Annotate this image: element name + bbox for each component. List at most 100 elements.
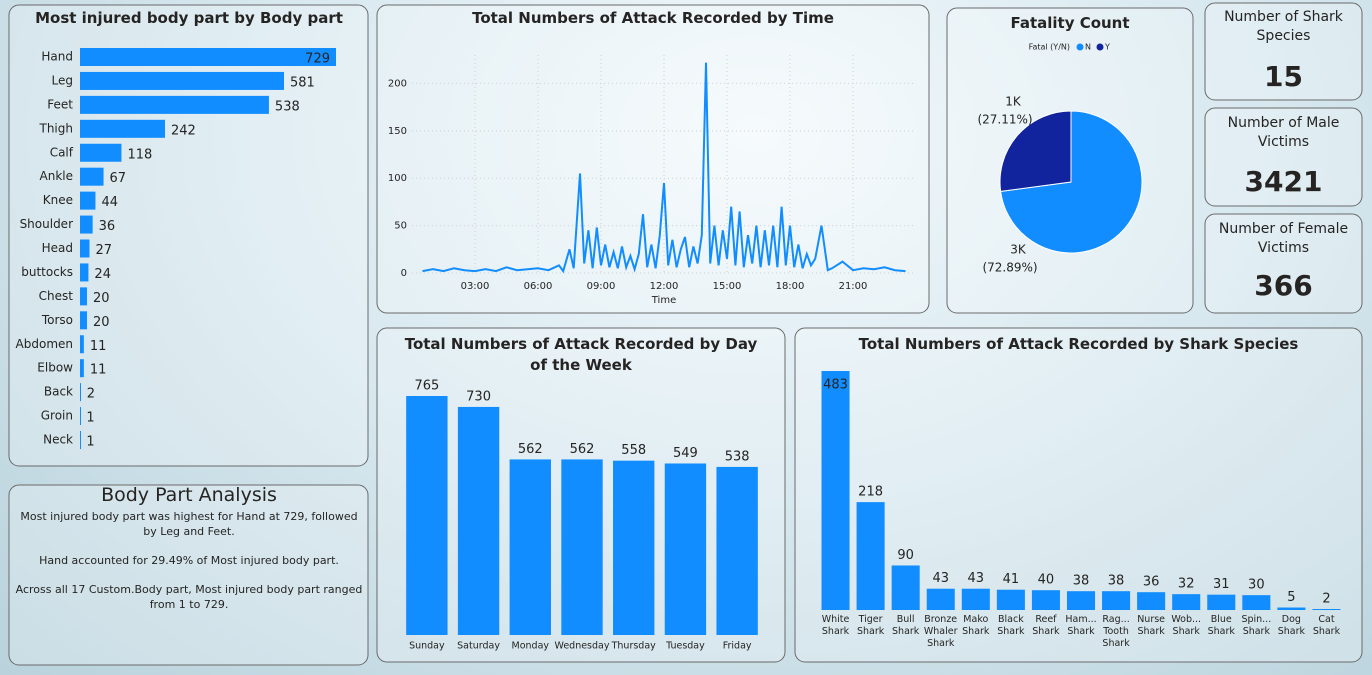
data-label: 44 xyxy=(101,195,118,210)
y-tick-label: Leg xyxy=(52,73,73,87)
bar xyxy=(926,588,955,610)
card-value: 366 xyxy=(1254,269,1313,302)
panel xyxy=(1204,107,1363,207)
bar xyxy=(1277,607,1306,610)
data-label: 242 xyxy=(171,123,196,138)
bar xyxy=(1207,594,1236,610)
data-label: 31 xyxy=(1213,577,1230,592)
x-tick-label: Cat Shark xyxy=(1312,614,1341,637)
x-tick-label: 18:00 xyxy=(776,281,805,292)
data-label: (72.89%) xyxy=(982,261,1037,275)
y-tick-label: Hand xyxy=(41,50,73,64)
data-label: 562 xyxy=(570,442,595,457)
analysis-title: Body Part Analysis xyxy=(101,484,277,506)
bar xyxy=(80,263,89,282)
chart-title: Total Numbers of Attack Recorded by Day … xyxy=(404,335,758,374)
data-label: 36 xyxy=(1143,575,1160,590)
chart-title: Most injured body part by Body part xyxy=(35,9,343,27)
bar xyxy=(80,335,84,354)
legend-label: Y xyxy=(1104,43,1110,52)
bar xyxy=(80,431,81,449)
legend-swatch xyxy=(1076,43,1084,51)
bar xyxy=(80,311,88,330)
data-label: 3K xyxy=(1010,243,1027,257)
bar xyxy=(80,71,285,90)
data-label: 24 xyxy=(94,267,111,282)
bar xyxy=(891,565,920,610)
y-tick-label: Feet xyxy=(47,97,73,111)
analysis-text: Hand accounted for 29.49% of Most injure… xyxy=(39,554,339,567)
data-label: 558 xyxy=(621,443,646,458)
data-label: 765 xyxy=(414,379,439,394)
x-tick-label: Saturday xyxy=(457,641,500,652)
chart-title: Total Numbers of Attack Recorded by Time xyxy=(472,9,834,27)
x-tick-label: Friday xyxy=(723,641,752,652)
y-tick-label: Torso xyxy=(41,313,73,327)
x-axis-title: Time xyxy=(651,295,676,306)
bar xyxy=(1242,595,1271,610)
bar xyxy=(1031,590,1060,610)
data-label: 67 xyxy=(110,171,127,186)
analysis: Body Part Analysis Most injured body par… xyxy=(12,484,366,626)
chart-title: Fatality Count xyxy=(1010,14,1130,32)
legend-title: Fatal (Y/N) xyxy=(1029,43,1070,52)
data-label: 1K xyxy=(1005,95,1022,109)
x-tick-label: Spin... Shark xyxy=(1241,614,1272,637)
panel xyxy=(1204,213,1363,314)
pie-slice xyxy=(999,110,1072,192)
card-value: 3421 xyxy=(1244,165,1323,198)
x-tick-label: Wob... Shark xyxy=(1171,614,1202,637)
x-tick-label: Mako Shark xyxy=(962,614,990,637)
bar xyxy=(80,383,81,402)
data-label: 1 xyxy=(86,411,94,426)
data-label: 1 xyxy=(86,435,94,450)
bar xyxy=(80,95,269,114)
data-label: 2 xyxy=(87,387,95,402)
bar xyxy=(961,588,990,610)
y-tick-label: 50 xyxy=(394,221,407,232)
bar xyxy=(80,167,104,186)
data-label: 20 xyxy=(93,315,110,330)
card-title: Number of Shark Species xyxy=(1224,9,1343,44)
data-label: 36 xyxy=(99,219,116,234)
data-label: 549 xyxy=(673,446,698,461)
y-tick-label: Shoulder xyxy=(20,217,74,231)
y-tick-label: Abdomen xyxy=(16,337,73,351)
x-tick-label: Rag... Tooth Shark xyxy=(1102,614,1130,649)
x-tick-label: Bull Shark xyxy=(892,614,920,637)
data-label: 20 xyxy=(93,291,110,306)
x-tick-label: Dog Shark xyxy=(1277,614,1306,637)
x-tick-label: Tuesday xyxy=(665,641,705,652)
bar xyxy=(1137,592,1166,610)
data-label: 11 xyxy=(90,339,107,354)
data-label: 729 xyxy=(305,52,330,67)
y-tick-label: Thigh xyxy=(39,121,74,135)
data-label: (27.11%) xyxy=(977,113,1032,127)
bar xyxy=(80,359,84,378)
x-tick-label: 03:00 xyxy=(461,281,490,292)
bar xyxy=(80,215,93,234)
data-label: 43 xyxy=(932,571,949,586)
bar xyxy=(1102,591,1131,610)
x-tick-label: Reef Shark xyxy=(1032,614,1060,637)
bar xyxy=(1172,594,1201,610)
bar xyxy=(80,287,88,306)
data-label: 538 xyxy=(275,99,300,114)
x-tick-label: Black Shark xyxy=(997,614,1025,637)
x-tick-label: Ham... Shark xyxy=(1065,614,1097,637)
x-tick-label: Tiger Shark xyxy=(856,614,885,637)
data-label: 43 xyxy=(968,571,985,586)
y-tick-label: Back xyxy=(44,385,73,399)
bar xyxy=(716,466,758,635)
x-tick-label: White Shark xyxy=(821,614,850,637)
bar xyxy=(80,239,90,258)
data-label: 118 xyxy=(127,147,152,162)
panel xyxy=(794,327,1363,663)
y-tick-label: Knee xyxy=(43,193,73,207)
data-label: 218 xyxy=(858,485,883,500)
card-title: Number of Male Victims xyxy=(1227,115,1340,150)
x-tick-label: 15:00 xyxy=(713,281,742,292)
x-tick-label: 21:00 xyxy=(839,281,868,292)
data-label: 38 xyxy=(1073,574,1090,589)
